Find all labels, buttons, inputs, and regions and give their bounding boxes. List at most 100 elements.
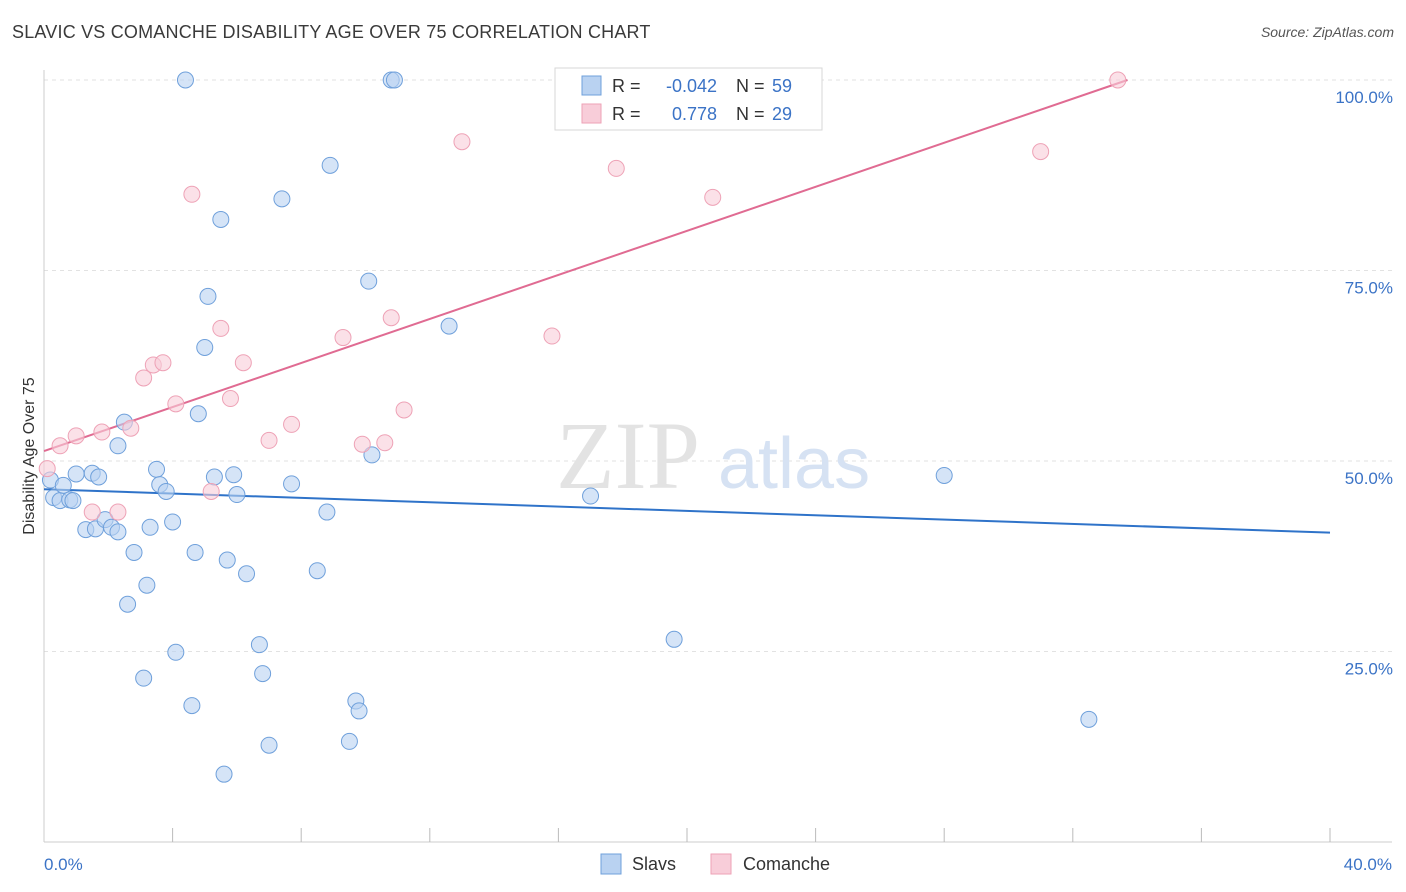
point-comanche [376,434,394,452]
point-slavs [148,460,166,478]
point-comanche [122,419,140,437]
point-slavs [90,468,108,486]
y-axis-label: Disability Age Over 75 [21,377,38,535]
point-comanche [135,369,153,387]
stats-r-value-comanche: 0.778 [672,104,717,124]
series-comanche [38,71,1127,521]
point-slavs [363,446,381,464]
y-tick-labels: 25.0% 50.0% 75.0% 100.0% [1335,88,1393,679]
point-slavs [308,562,326,580]
point-comanche [183,185,201,203]
point-slavs [138,576,156,594]
point-comanche [353,435,371,453]
x-tick-label-min: 0.0% [44,855,83,874]
axes [43,70,1392,843]
point-slavs [135,669,153,687]
point-slavs [109,437,127,455]
point-comanche [395,401,413,419]
point-slavs [212,210,230,228]
point-comanche [67,427,85,445]
stats-n-label-slavs: N = [736,76,765,96]
point-slavs [218,551,236,569]
point-slavs [119,595,137,613]
point-slavs [109,523,127,541]
point-comanche [260,431,278,449]
point-slavs [199,287,217,305]
y-tick-label-50: 50.0% [1345,469,1393,488]
trend-line-slavs [43,488,1331,534]
stats-n-value-slavs: 59 [772,76,792,96]
legend-label-slavs: Slavs [632,854,676,874]
point-slavs [183,697,201,715]
point-slavs [350,702,368,720]
point-slavs [54,476,72,494]
source-label: Source: ZipAtlas.com [1260,24,1394,40]
stats-r-label-slavs: R = [612,76,641,96]
point-comanche [283,415,301,433]
point-comanche [453,133,471,151]
series-slavs [41,71,1098,783]
point-slavs [318,503,336,521]
trend-lines [43,79,1331,534]
point-slavs [273,190,291,208]
point-slavs [283,475,301,493]
legend-swatch-comanche [710,853,732,875]
point-slavs [189,405,207,423]
point-comanche [83,503,101,521]
point-comanche [1032,143,1050,161]
point-slavs [157,482,175,500]
point-slavs [186,543,204,561]
point-comanche [93,423,111,441]
point-slavs [254,665,272,683]
legend-swatch-slavs [600,853,622,875]
point-slavs [167,643,185,661]
point-slavs [260,736,278,754]
point-slavs [360,272,378,290]
y-tick-label-25: 25.0% [1345,660,1393,679]
stats-r-label-comanche: R = [612,104,641,124]
point-slavs [64,492,82,510]
stats-legend: R = -0.042 N = 59 R = 0.778 N = 29 [554,67,823,131]
point-comanche [38,460,56,478]
point-slavs [935,466,953,484]
point-slavs [1080,710,1098,728]
point-comanche [1109,71,1127,89]
gridlines [44,79,1392,652]
x-tick-label-max: 40.0% [1344,855,1392,874]
point-comanche [607,159,625,177]
stats-n-value-comanche: 29 [772,104,792,124]
point-slavs [205,468,223,486]
chart-title: SLAVIC VS COMANCHE DISABILITY AGE OVER 7… [12,22,651,42]
y-tick-label-100: 100.0% [1335,88,1393,107]
stats-r-value-slavs: -0.042 [666,76,717,96]
point-slavs [196,338,214,356]
point-comanche [51,437,69,455]
point-comanche [234,354,252,372]
point-slavs [385,71,403,89]
stats-n-label-comanche: N = [736,104,765,124]
point-comanche [167,395,185,413]
point-slavs [582,487,600,505]
point-slavs [665,630,683,648]
point-slavs [164,513,182,531]
point-comanche [154,354,172,372]
point-slavs [440,317,458,335]
point-slavs [215,765,233,783]
point-slavs [340,732,358,750]
y-tick-label-75: 75.0% [1345,279,1393,298]
watermark-zip: ZIP [556,402,700,509]
data-points [38,71,1127,783]
watermark-atlas: atlas [718,424,870,504]
point-comanche [109,503,127,521]
point-slavs [250,636,268,654]
series-legend: Slavs Comanche [600,853,830,875]
point-comanche [212,319,230,337]
legend-label-comanche: Comanche [743,854,830,874]
point-slavs [321,156,339,174]
point-comanche [543,327,561,345]
stats-swatch-slavs [581,75,602,96]
point-slavs [141,518,159,536]
point-comanche [704,188,722,206]
point-comanche [221,390,239,408]
